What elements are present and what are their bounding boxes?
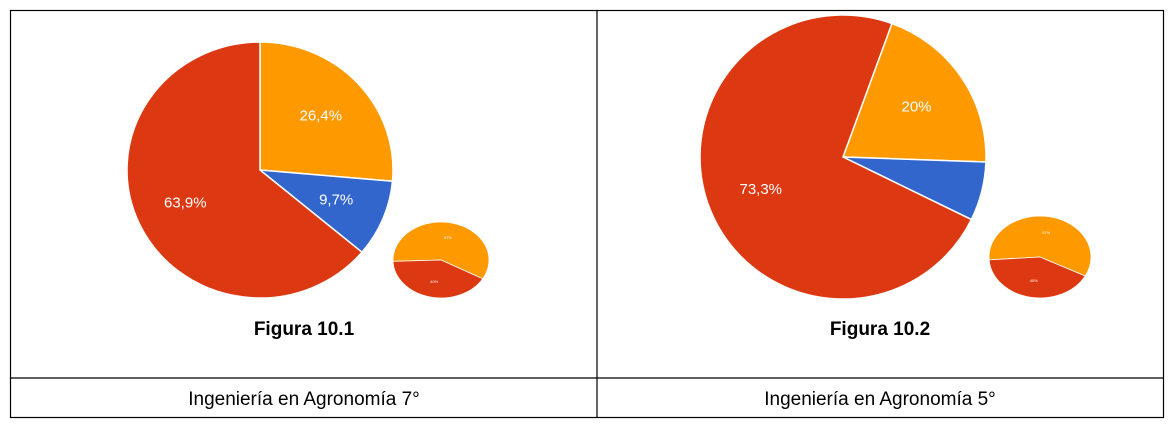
pie-slice	[392, 259, 484, 299]
program-label: Ingeniería en Agronomía 5°	[764, 389, 996, 410]
pie-slice	[392, 221, 490, 280]
slice-label: 40%	[430, 279, 438, 284]
pie-slice	[699, 14, 973, 300]
pie-slice	[988, 256, 1086, 299]
figure-caption: Figura 10.1	[254, 319, 355, 340]
slice-label: 20%	[901, 99, 931, 116]
pie-slice	[257, 169, 394, 254]
pie-slice	[259, 41, 394, 183]
table-border	[9, 9, 1165, 419]
slice-label: 73,3%	[739, 181, 782, 198]
slice-label: 57%	[1042, 230, 1050, 235]
program-label: Ingeniería en Agronomía 7°	[188, 389, 420, 410]
slice-label: 26,4%	[300, 107, 343, 124]
pie-slice	[841, 22, 987, 163]
pie-slice	[988, 215, 1092, 277]
slice-label: 40%	[1030, 278, 1038, 283]
pie-slice	[126, 41, 364, 299]
figure-caption: Figura 10.2	[830, 319, 930, 340]
slice-label: 9,7%	[319, 191, 353, 208]
slice-label: 63,9%	[164, 195, 207, 212]
slice-label: 57%	[444, 235, 452, 240]
